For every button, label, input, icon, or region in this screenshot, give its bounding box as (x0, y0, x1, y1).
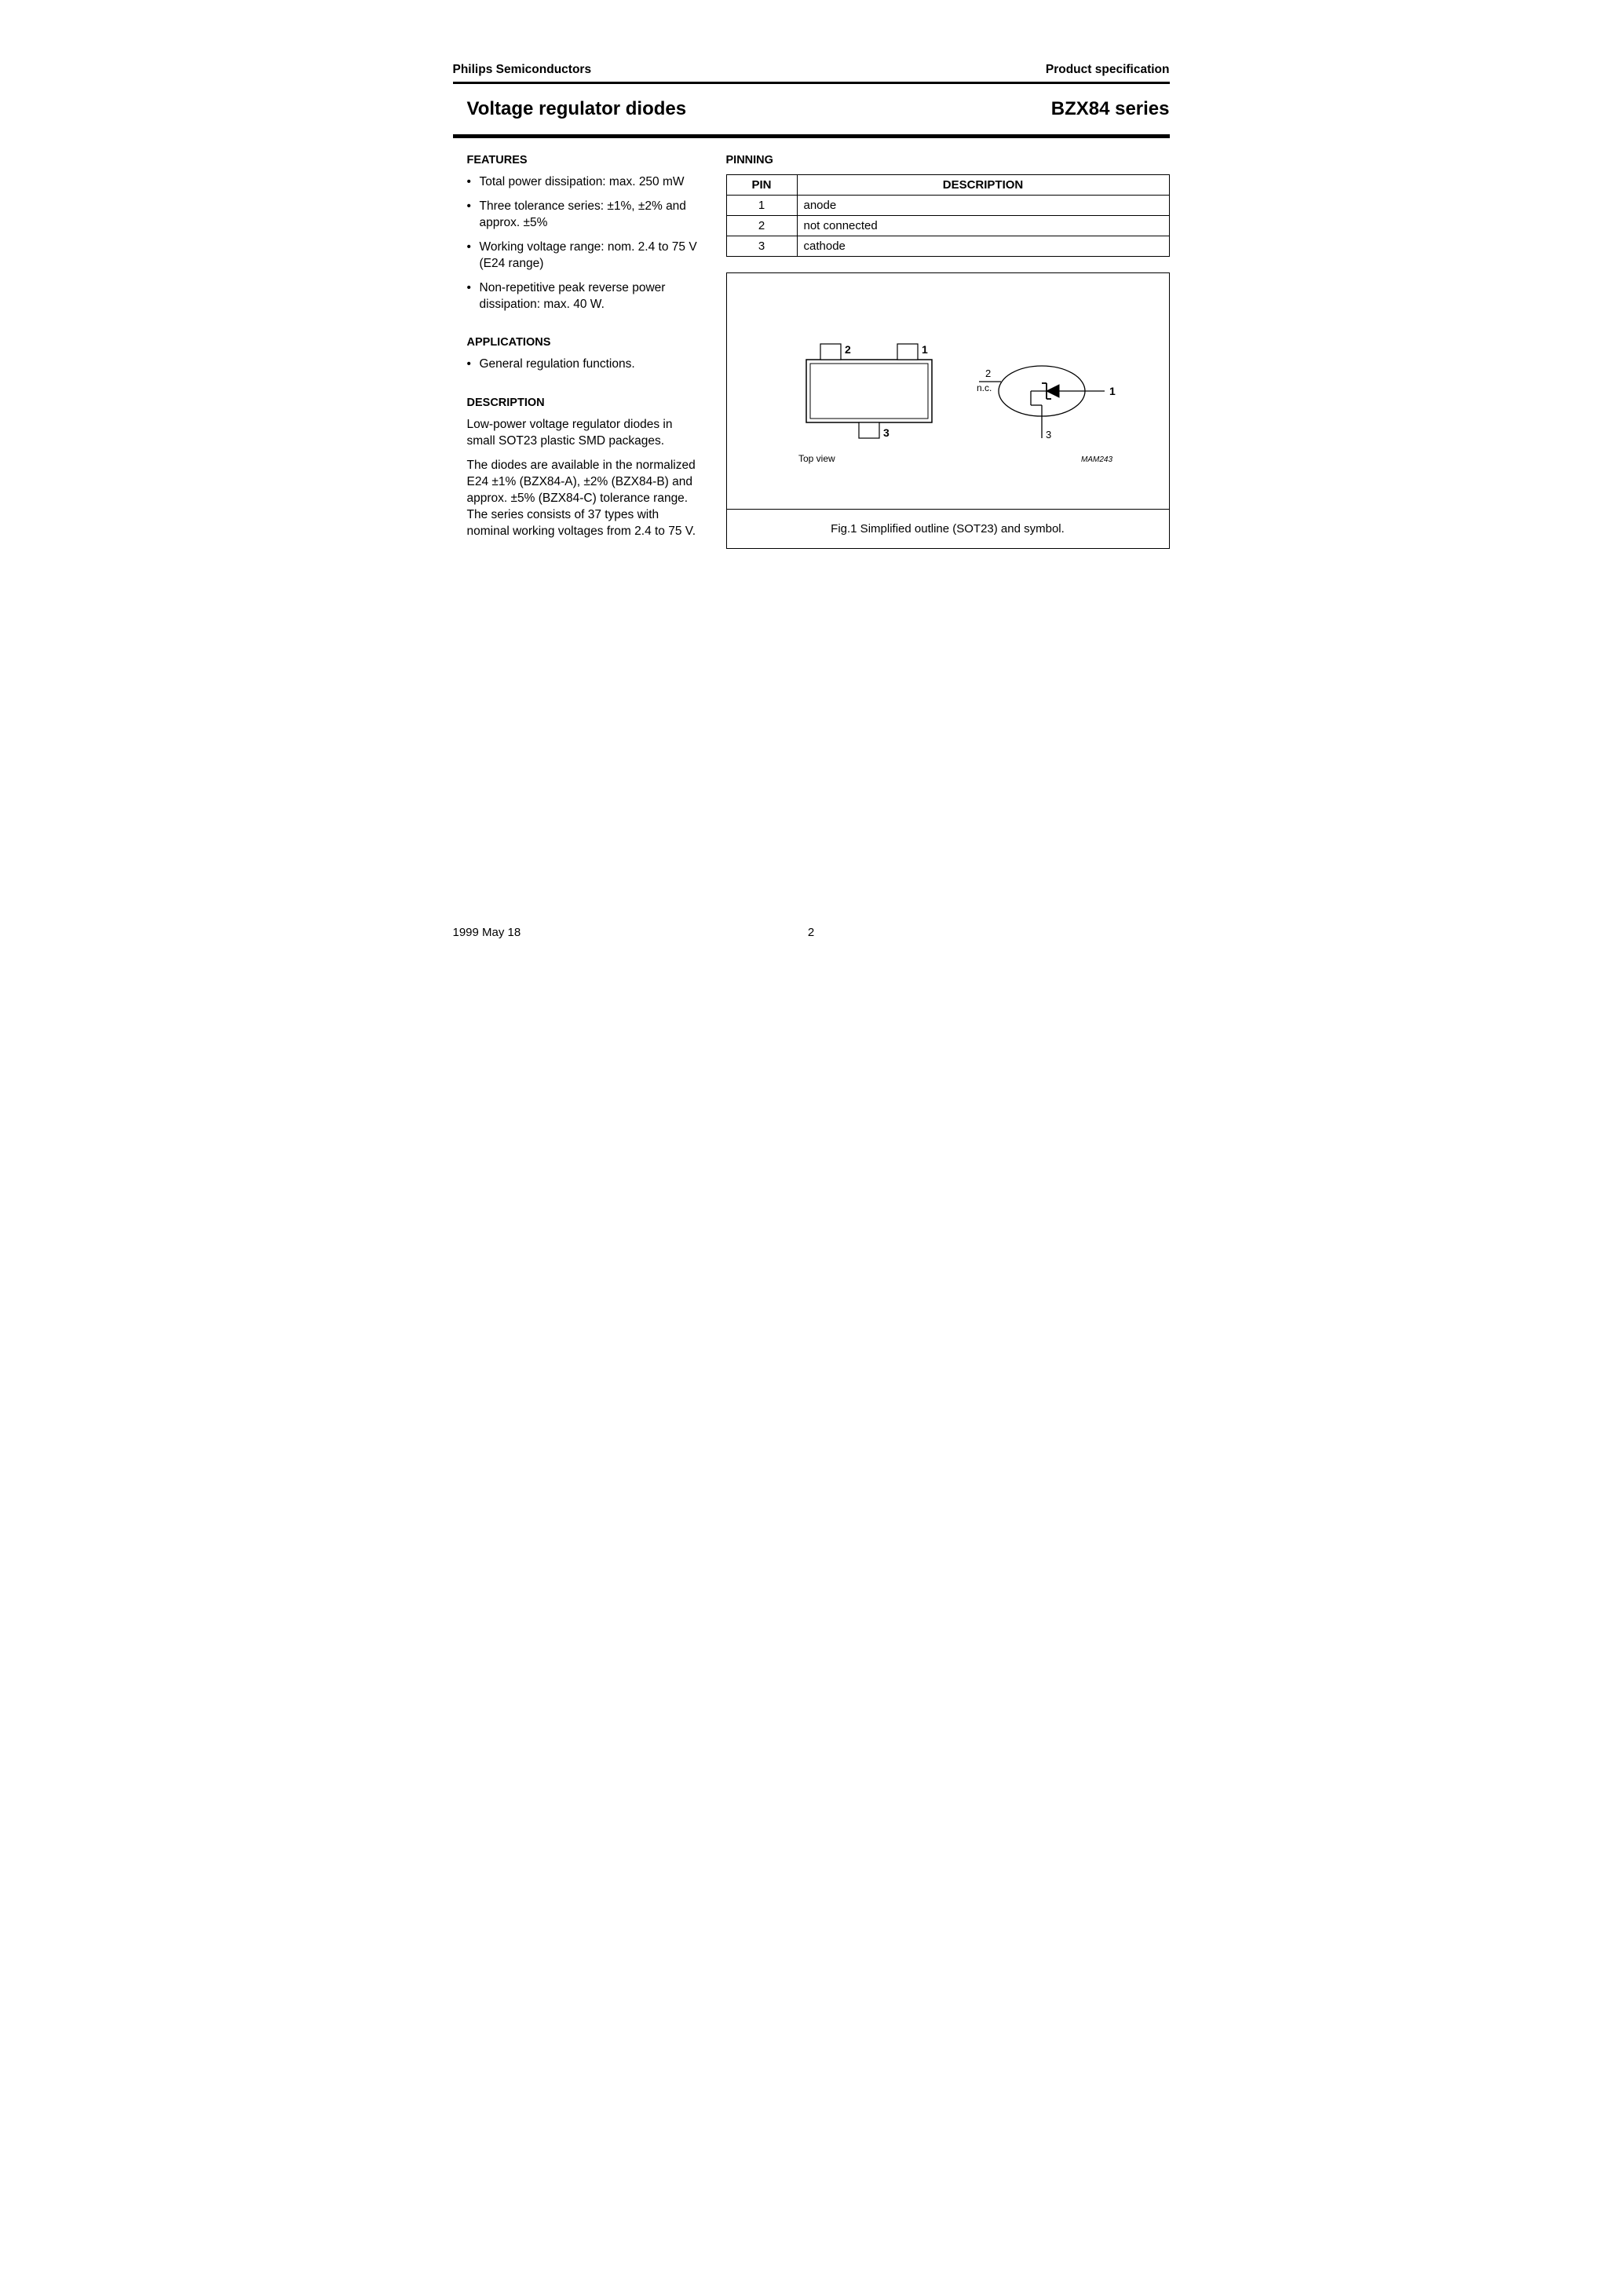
footer-date: 1999 May 18 (453, 926, 521, 939)
figure-1-box: 2 1 3 Top view 2 n.c. (726, 272, 1170, 549)
desc-col-header: DESCRIPTION (797, 175, 1169, 196)
doc-title: Voltage regulator diodes (467, 98, 687, 120)
figure-drawing-area: 2 1 3 Top view 2 n.c. (727, 273, 1169, 509)
header-manufacturer: Philips Semiconductors (453, 63, 592, 77)
pin-description: anode (797, 196, 1169, 216)
feature-item: Non-repetitive peak reverse power dissip… (467, 280, 703, 313)
applications-list: General regulation functions. (467, 356, 703, 373)
pin-number: 1 (726, 196, 797, 216)
sym-pin1-label: 1 (1109, 385, 1116, 397)
feature-item: Working voltage range: nom. 2.4 to 75 V … (467, 239, 703, 272)
page-header: Philips Semiconductors Product specifica… (453, 63, 1170, 77)
sym-nc-label: n.c. (977, 382, 992, 393)
pin1-label: 1 (922, 343, 928, 356)
header-doc-type: Product specification (1046, 63, 1170, 77)
table-row: 1 anode (726, 196, 1169, 216)
title-row: Voltage regulator diodes BZX84 series (453, 84, 1170, 134)
table-header-row: PIN DESCRIPTION (726, 175, 1169, 196)
pin3-label: 3 (883, 426, 890, 439)
features-heading: FEATURES (467, 154, 703, 166)
figure-caption: Fig.1 Simplified outline (SOT23) and sym… (727, 509, 1169, 548)
page-footer: 1999 May 18 2 (453, 926, 1170, 939)
feature-item: Three tolerance series: ±1%, ±2% and app… (467, 199, 703, 232)
pin-description: cathode (797, 236, 1169, 257)
pinning-table: PIN DESCRIPTION 1 anode 2 not connected … (726, 174, 1170, 257)
description-heading: DESCRIPTION (467, 397, 703, 409)
pinning-heading: PINNING (726, 154, 1170, 166)
pin2-label: 2 (845, 343, 851, 356)
applications-heading: APPLICATIONS (467, 336, 703, 349)
description-paragraph: Low-power voltage regulator diodes in sm… (467, 417, 703, 450)
feature-item: Total power dissipation: max. 250 mW (467, 174, 703, 191)
sot23-package-icon: 2 1 3 Top view (798, 343, 932, 464)
right-column: PINNING PIN DESCRIPTION 1 anode 2 not co… (726, 154, 1170, 549)
description-paragraph: The diodes are available in the normaliz… (467, 458, 703, 540)
sym-pin3-label: 3 (1046, 429, 1051, 441)
figure-ref-code: MAM243 (1081, 455, 1112, 464)
sym-pin2-label: 2 (985, 367, 991, 379)
part-series: BZX84 series (1051, 98, 1170, 120)
table-row: 2 not connected (726, 216, 1169, 236)
pin-number: 2 (726, 216, 797, 236)
pin-description: not connected (797, 216, 1169, 236)
zener-symbol-icon: 2 n.c. 1 3 (977, 366, 1116, 464)
footer-page-number: 2 (808, 926, 814, 939)
application-item: General regulation functions. (467, 356, 703, 373)
table-row: 3 cathode (726, 236, 1169, 257)
top-view-label: Top view (798, 453, 835, 464)
pin-number: 3 (726, 236, 797, 257)
content-area: FEATURES Total power dissipation: max. 2… (453, 154, 1170, 549)
title-rule (453, 134, 1170, 138)
pin-col-header: PIN (726, 175, 797, 196)
features-list: Total power dissipation: max. 250 mW Thr… (467, 174, 703, 313)
left-column: FEATURES Total power dissipation: max. 2… (467, 154, 703, 549)
sot23-outline-and-symbol-svg: 2 1 3 Top view 2 n.c. (767, 320, 1128, 501)
